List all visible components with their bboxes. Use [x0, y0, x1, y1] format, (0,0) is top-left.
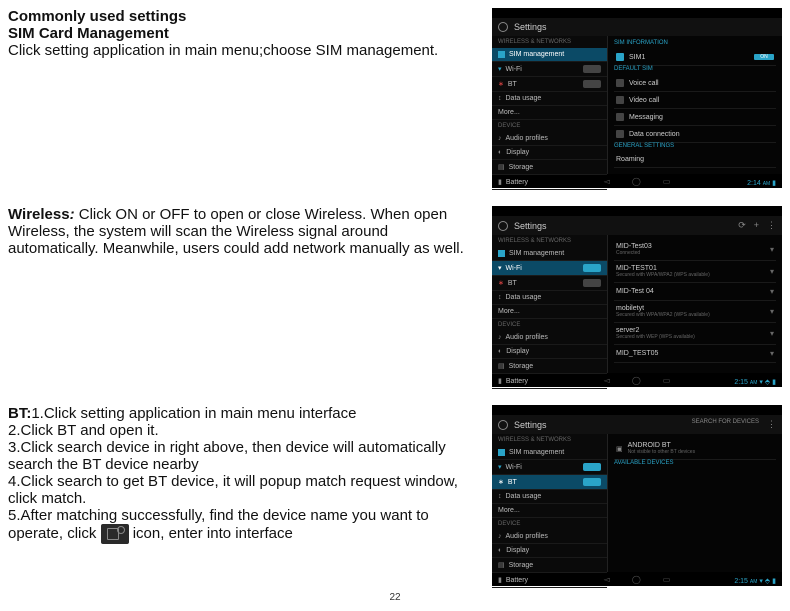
category-device: DEVICE	[492, 319, 607, 331]
settings-title: Settings	[514, 22, 547, 32]
page-number: 22	[8, 592, 782, 603]
search-devices[interactable]: SEARCH FOR DEVICES	[692, 419, 759, 430]
sidebar-item-audio[interactable]: ♪Audio profiles	[492, 530, 607, 544]
default-sim-header: DEFAULT SIM	[614, 66, 776, 75]
bt-line5b: icon, enter into interface	[129, 525, 293, 542]
bt-line4: 4.Click search to get BT device, it will…	[8, 473, 458, 507]
gear-icon	[498, 221, 508, 231]
messaging-row[interactable]: Messaging	[614, 109, 776, 126]
sidebar-item-sim[interactable]: SIM management	[492, 48, 607, 62]
wifi-net-0[interactable]: MID-Test03Connected▾	[614, 239, 776, 261]
category-wireless: WIRELESS & NETWORKS	[492, 235, 607, 247]
sidebar-item-storage[interactable]: ▤Storage	[492, 558, 607, 573]
wireless-body: Click ON or OFF to open or close Wireles…	[8, 206, 464, 257]
sidebar-item-storage[interactable]: ▤Storage	[492, 359, 607, 374]
sidebar-item-audio[interactable]: ♪Audio profiles	[492, 331, 607, 345]
menu-icon[interactable]: ⋮	[767, 419, 776, 430]
sim-info-header: SIM INFORMATION	[614, 40, 776, 49]
sidebar-item-display[interactable]: ◐Display	[492, 345, 607, 359]
sidebar-item-more[interactable]: More...	[492, 305, 607, 319]
sidebar-item-bt[interactable]: ∗BT	[492, 276, 607, 291]
screenshot-bt: Settings SEARCH FOR DEVICES ⋮ WIRELESS & …	[492, 405, 782, 586]
sidebar-item-more[interactable]: More...	[492, 504, 607, 518]
category-wireless: WIRELESS & NETWORKS	[492, 434, 607, 446]
wifi-net-5[interactable]: MID_TEST05▾	[614, 345, 776, 363]
video-call-row[interactable]: Video call	[614, 92, 776, 109]
sidebar-item-more[interactable]: More...	[492, 106, 607, 120]
bt-line2: 2.Click BT and open it.	[8, 422, 159, 439]
screenshot-sim: Settings WIRELESS & NETWORKS SIM managem…	[492, 8, 782, 188]
available-devices-header: AVAILABLE DEVICES	[614, 460, 776, 469]
wifi-net-3[interactable]: mobiletytSecured with WPA/WPA2 (WPS avai…	[614, 301, 776, 323]
home-icon[interactable]: ◯	[632, 376, 641, 385]
general-settings-header: GENERAL SETTINGS	[614, 143, 776, 152]
sidebar-item-battery[interactable]: ▮Battery	[492, 374, 607, 389]
back-icon[interactable]: ◅	[604, 177, 610, 186]
bt-line1: 1.Click setting application in main menu…	[31, 405, 356, 422]
sidebar-item-battery[interactable]: ▮Battery	[492, 573, 607, 588]
sidebar-item-bt[interactable]: ∗BT	[492, 475, 607, 490]
recent-icon[interactable]: ▭	[663, 376, 671, 385]
data-conn-row[interactable]: Data connection	[614, 126, 776, 143]
category-device: DEVICE	[492, 518, 607, 530]
wireless-label: Wireless	[8, 206, 70, 223]
sidebar-item-audio[interactable]: ♪Audio profiles	[492, 132, 607, 146]
recent-icon[interactable]: ▭	[663, 575, 671, 584]
sidebar-item-data[interactable]: ↕Data usage	[492, 92, 607, 106]
bt-self-row[interactable]: ▣ANDROID BTNot visible to other BT devic…	[614, 438, 776, 460]
sidebar-item-bt[interactable]: ∗BT	[492, 77, 607, 92]
screenshot-wifi: Settings ⟳ + ⋮ WIRELESS & NETWORKS SIM man…	[492, 206, 782, 387]
sidebar-item-storage[interactable]: ▤Storage	[492, 160, 607, 175]
home-icon[interactable]: ◯	[632, 177, 641, 186]
wifi-net-1[interactable]: MID-TEST01Secured with WPA/WPA2 (WPS ava…	[614, 261, 776, 283]
add-icon[interactable]: +	[754, 220, 759, 231]
bt-line3: 3.Click search device in right above, th…	[8, 439, 446, 473]
sidebar-item-sim[interactable]: SIM management	[492, 247, 607, 261]
menu-icon[interactable]: ⋮	[767, 220, 776, 231]
body-sim: Click setting application in main menu;c…	[8, 42, 482, 59]
roaming-row[interactable]: Roaming	[614, 152, 776, 168]
settings-title: Settings	[514, 221, 547, 231]
sidebar-item-data[interactable]: ↕Data usage	[492, 291, 607, 305]
category-device: DEVICE	[492, 120, 607, 132]
back-icon[interactable]: ◅	[604, 376, 610, 385]
heading-sim-card: SIM Card Management	[8, 25, 482, 42]
sidebar-item-wifi[interactable]: ▾Wi-Fi	[492, 460, 607, 475]
gear-icon	[498, 420, 508, 430]
wifi-net-2[interactable]: MID-Test 04▾	[614, 283, 776, 301]
sim1-row[interactable]: SIM1ON	[614, 49, 776, 66]
sidebar-item-display[interactable]: ◐Display	[492, 146, 607, 160]
gear-icon	[498, 22, 508, 32]
recent-icon[interactable]: ▭	[663, 177, 671, 186]
sidebar-item-wifi[interactable]: ▾Wi-Fi	[492, 62, 607, 77]
heading-commonly-used: Commonly used settings	[8, 8, 482, 25]
settings-slider-icon	[101, 524, 129, 544]
settings-title: Settings	[514, 420, 547, 430]
home-icon[interactable]: ◯	[632, 575, 641, 584]
voice-call-row[interactable]: Voice call	[614, 75, 776, 92]
sidebar-item-battery[interactable]: ▮Battery	[492, 175, 607, 190]
sidebar-item-data[interactable]: ↕Data usage	[492, 490, 607, 504]
bt-label: BT:	[8, 405, 31, 422]
scan-icon[interactable]: ⟳	[738, 220, 746, 231]
sidebar-item-display[interactable]: ◐Display	[492, 544, 607, 558]
category-wireless: WIRELESS & NETWORKS	[492, 36, 607, 48]
wifi-net-4[interactable]: server2Secured with WEP (WPS available)▾	[614, 323, 776, 345]
sidebar-item-sim[interactable]: SIM management	[492, 446, 607, 460]
back-icon[interactable]: ◅	[604, 575, 610, 584]
sidebar-item-wifi[interactable]: ▾Wi-Fi	[492, 261, 607, 276]
